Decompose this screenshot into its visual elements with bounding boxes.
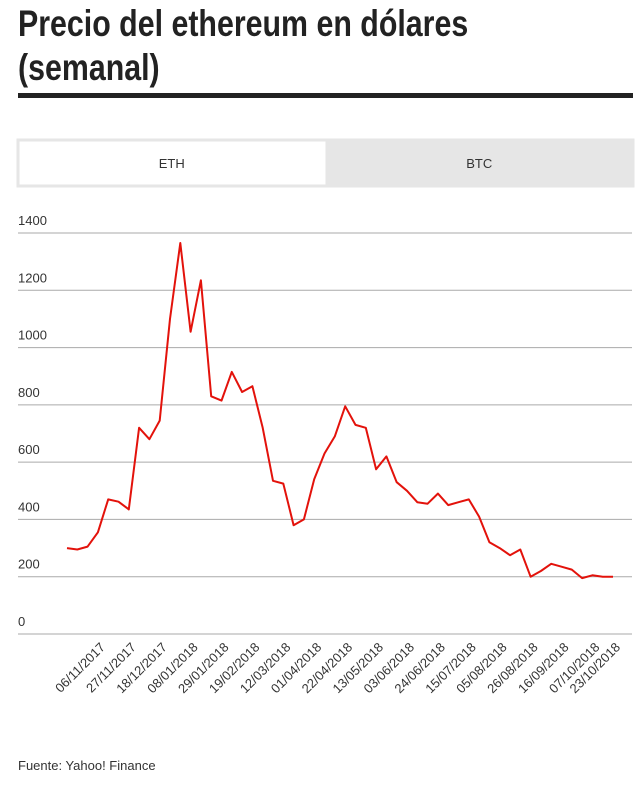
y-tick-label: 200 [18,557,40,572]
y-tick-label: 1000 [18,328,47,343]
y-tick-label: 600 [18,442,40,457]
title-rule [18,93,633,98]
tab[interactable] [325,140,634,186]
line [66,242,613,580]
chart-title: Precio del ethereum en dólares (semanal) [18,3,469,88]
y-tick-label: 400 [18,499,40,514]
tab-frame [16,138,635,188]
y-tick-label: 1400 [18,213,47,228]
source: Fuente: Yahoo! Finance [18,758,156,773]
tab-label[interactable]: ETH [159,156,185,171]
tab[interactable] [18,140,326,186]
y-tick-label: 1200 [18,270,47,285]
tab-label[interactable]: BTC [466,156,492,171]
y-tick-label: 800 [18,385,40,400]
y-tick-label: 0 [18,614,25,629]
